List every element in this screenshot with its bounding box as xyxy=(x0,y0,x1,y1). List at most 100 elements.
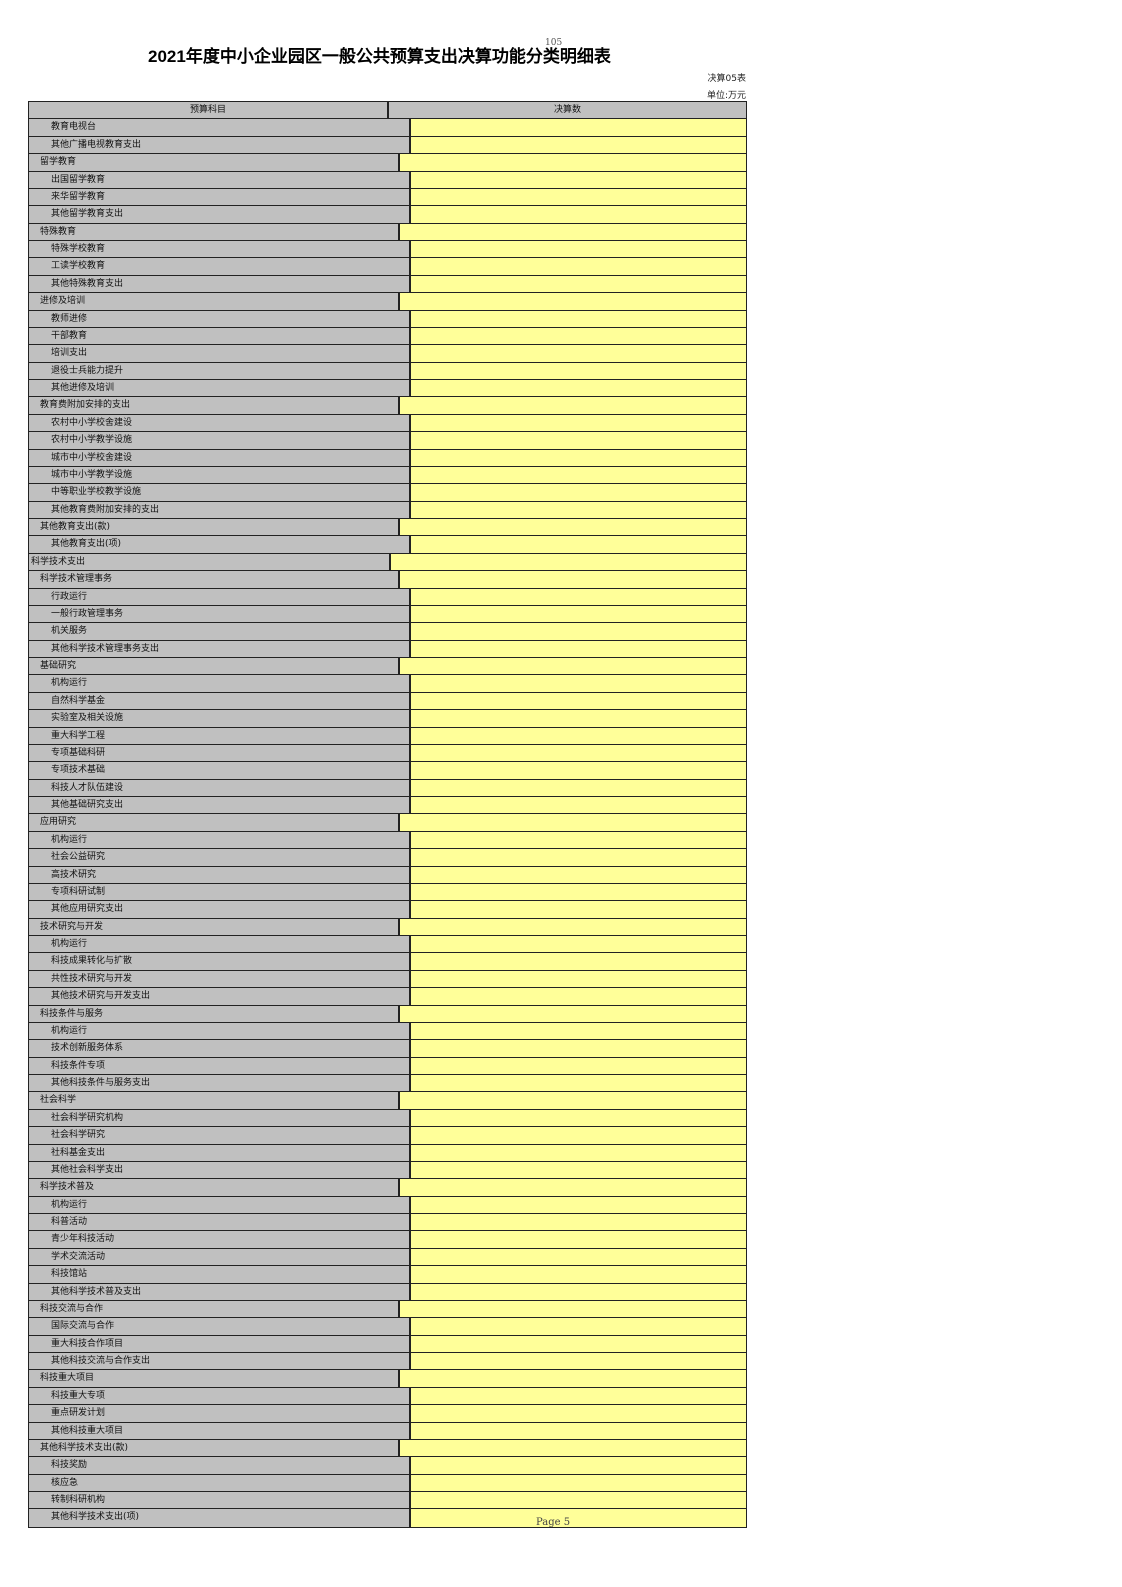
row-amount-cell[interactable] xyxy=(411,1335,746,1352)
row-amount-cell[interactable] xyxy=(411,258,746,275)
row-amount-cell[interactable] xyxy=(411,310,746,327)
row-amount-cell[interactable] xyxy=(411,536,746,553)
row-amount-cell[interactable] xyxy=(411,1075,746,1092)
table-row: 机构运行 xyxy=(29,675,746,693)
table-row: 科技馆站 xyxy=(29,1266,746,1284)
row-amount-cell[interactable] xyxy=(411,119,746,136)
row-amount-cell[interactable] xyxy=(411,501,746,518)
row-amount-cell[interactable] xyxy=(411,466,746,484)
row-amount-cell[interactable] xyxy=(411,432,746,449)
row-amount-cell[interactable] xyxy=(411,1353,746,1370)
row-amount-cell[interactable] xyxy=(400,154,746,171)
row-amount-cell[interactable] xyxy=(400,1300,746,1318)
row-amount-cell[interactable] xyxy=(411,1231,746,1248)
row-amount-cell[interactable] xyxy=(411,136,746,154)
row-amount-cell[interactable] xyxy=(411,327,746,345)
row-amount-cell[interactable] xyxy=(400,814,746,831)
row-amount-cell[interactable] xyxy=(411,380,746,397)
row-amount-cell[interactable] xyxy=(411,762,746,779)
row-amount-cell[interactable] xyxy=(411,206,746,223)
row-amount-cell[interactable] xyxy=(411,362,746,379)
row-subject: 其他社会科学支出 xyxy=(29,1161,411,1179)
row-amount-cell[interactable] xyxy=(411,675,746,692)
row-amount-cell[interactable] xyxy=(411,1457,746,1474)
row-amount-cell[interactable] xyxy=(411,1214,746,1231)
row-amount-cell[interactable] xyxy=(411,1492,746,1509)
row-amount-cell[interactable] xyxy=(411,1509,746,1527)
row-subject: 青少年科技活动 xyxy=(29,1231,411,1248)
row-amount-cell[interactable] xyxy=(411,640,746,657)
row-amount-cell[interactable] xyxy=(411,883,746,901)
row-amount-cell[interactable] xyxy=(400,1005,746,1022)
row-amount-cell[interactable] xyxy=(411,484,746,501)
row-amount-cell[interactable] xyxy=(411,710,746,727)
row-amount-cell[interactable] xyxy=(411,1283,746,1300)
row-amount-cell[interactable] xyxy=(400,1179,746,1196)
row-amount-cell[interactable] xyxy=(411,414,746,432)
row-amount-cell[interactable] xyxy=(411,188,746,206)
row-amount-cell[interactable] xyxy=(411,171,746,188)
row-amount-cell[interactable] xyxy=(411,1022,746,1040)
row-amount-cell[interactable] xyxy=(411,241,746,258)
row-amount-cell[interactable] xyxy=(411,849,746,866)
row-subject: 其他科技重大项目 xyxy=(29,1422,411,1439)
row-amount-cell[interactable] xyxy=(411,1057,746,1074)
row-amount-cell[interactable] xyxy=(411,1266,746,1283)
row-amount-cell[interactable] xyxy=(411,797,746,814)
row-amount-cell[interactable] xyxy=(411,275,746,293)
row-amount-cell[interactable] xyxy=(411,1248,746,1266)
table-row: 机构运行 xyxy=(29,936,746,954)
row-amount-cell[interactable] xyxy=(391,553,746,571)
table-row: 学术交流活动 xyxy=(29,1248,746,1267)
row-amount-cell[interactable] xyxy=(411,1040,746,1057)
row-amount-cell[interactable] xyxy=(411,970,746,988)
row-amount-cell[interactable] xyxy=(411,623,746,640)
row-amount-cell[interactable] xyxy=(411,744,746,762)
row-amount-cell[interactable] xyxy=(411,1405,746,1422)
row-amount-cell[interactable] xyxy=(411,345,746,362)
row-amount-cell[interactable] xyxy=(411,1196,746,1213)
row-amount-cell[interactable] xyxy=(411,1144,746,1161)
row-amount-cell[interactable] xyxy=(411,866,746,883)
row-amount-cell[interactable] xyxy=(411,449,746,466)
row-amount-cell[interactable] xyxy=(411,692,746,710)
row-amount-cell[interactable] xyxy=(411,588,746,605)
row-amount-cell[interactable] xyxy=(400,571,746,588)
row-amount-cell[interactable] xyxy=(411,779,746,796)
row-amount-cell[interactable] xyxy=(411,605,746,623)
row-amount-cell[interactable] xyxy=(400,519,746,536)
row-amount-cell[interactable] xyxy=(411,727,746,744)
row-subject: 其他广播电视教育支出 xyxy=(29,136,411,154)
row-amount-cell[interactable] xyxy=(400,293,746,310)
table-row: 科技重大专项 xyxy=(29,1387,746,1406)
row-amount-cell[interactable] xyxy=(411,1387,746,1405)
row-amount-cell[interactable] xyxy=(411,953,746,970)
row-amount-cell[interactable] xyxy=(411,901,746,918)
row-subject: 机构运行 xyxy=(29,1022,411,1040)
row-subject: 重大科技合作项目 xyxy=(29,1335,411,1352)
row-subject: 科技人才队伍建设 xyxy=(29,779,411,796)
row-amount-cell[interactable] xyxy=(411,1127,746,1144)
table-row: 核应急 xyxy=(29,1474,746,1492)
row-amount-cell[interactable] xyxy=(400,397,746,414)
table-row: 特殊学校教育 xyxy=(29,241,746,259)
row-amount-cell[interactable] xyxy=(400,1439,746,1457)
row-amount-cell[interactable] xyxy=(411,1422,746,1439)
row-subject: 应用研究 xyxy=(29,814,400,831)
row-amount-cell[interactable] xyxy=(411,1474,746,1491)
row-amount-cell[interactable] xyxy=(411,988,746,1005)
row-subject: 退役士兵能力提升 xyxy=(29,362,411,379)
row-amount-cell[interactable] xyxy=(411,1161,746,1179)
row-amount-cell[interactable] xyxy=(400,1092,746,1109)
table-row: 机构运行 xyxy=(29,1022,746,1041)
row-amount-cell[interactable] xyxy=(400,658,746,675)
row-amount-cell[interactable] xyxy=(400,918,746,935)
row-subject: 转制科研机构 xyxy=(29,1492,411,1509)
row-amount-cell[interactable] xyxy=(411,1318,746,1335)
row-amount-cell[interactable] xyxy=(400,1370,746,1387)
row-amount-cell[interactable] xyxy=(411,1109,746,1127)
row-amount-cell[interactable] xyxy=(411,831,746,849)
row-amount-cell[interactable] xyxy=(400,223,746,240)
row-amount-cell[interactable] xyxy=(411,936,746,953)
table-row: 转制科研机构 xyxy=(29,1492,746,1510)
